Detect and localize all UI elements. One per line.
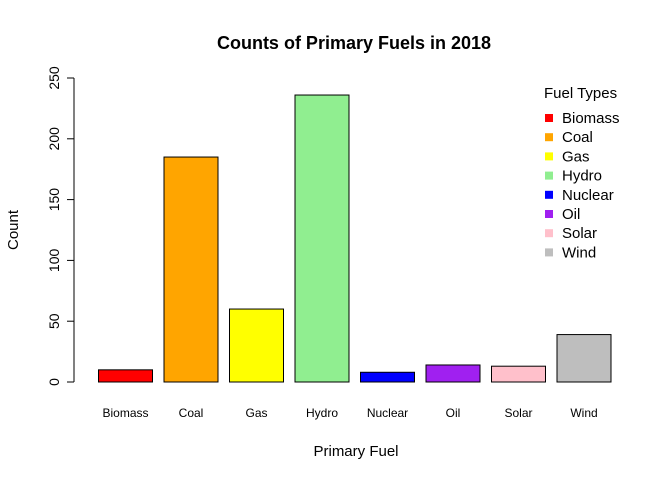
legend-swatch-nuclear <box>545 190 553 199</box>
bars <box>98 94 612 383</box>
legend-label: Wind <box>562 244 596 261</box>
x-tick-label: Hydro <box>306 406 338 420</box>
y-axis-label: Count <box>5 209 22 250</box>
bar-oil <box>425 364 481 383</box>
y-tick-label: 0 <box>46 378 62 386</box>
legend-swatch-wind <box>545 248 553 257</box>
bar-coal <box>163 156 219 383</box>
legend-label: Biomass <box>562 110 620 127</box>
legend-label: Coal <box>562 129 593 146</box>
x-tick-label: Oil <box>446 406 461 420</box>
y-tick-label: 200 <box>46 127 62 151</box>
y-axis: 0 50 100 150 200 250 <box>46 66 75 386</box>
legend: Fuel Types Biomass Coal Gas Hydro Nuclear Oil… <box>544 85 620 261</box>
bar-nuclear <box>360 371 415 383</box>
y-tick-label: 250 <box>46 66 62 90</box>
y-tick-label: 100 <box>46 249 62 273</box>
x-tick-label: Coal <box>179 406 204 420</box>
legend-swatch-biomass <box>545 114 553 122</box>
legend-label: Solar <box>562 225 597 242</box>
bar-biomass <box>98 369 153 383</box>
x-tick-labels: Biomass Coal Gas Hydro Nuclear Oil Solar Wind <box>102 406 597 420</box>
legend-label: Gas <box>562 148 590 165</box>
x-axis-label: Primary Fuel <box>313 443 398 460</box>
legend-swatch-hydro <box>545 171 553 180</box>
legend-label: Oil <box>562 206 580 223</box>
bar-wind <box>556 334 612 383</box>
bar-hydro <box>294 94 350 383</box>
bar-gas <box>229 308 284 383</box>
legend-swatch-oil <box>545 210 553 218</box>
x-tick-label: Nuclear <box>367 406 408 420</box>
legend-label: Nuclear <box>562 187 614 204</box>
legend-entries: Biomass Coal Gas Hydro Nuclear Oil Solar Wind <box>545 110 620 261</box>
legend-label: Hydro <box>562 168 602 185</box>
x-tick-label: Gas <box>245 406 267 420</box>
legend-swatch-gas <box>545 152 553 161</box>
x-tick-label: Solar <box>504 406 532 420</box>
legend-title: Fuel Types <box>544 85 617 102</box>
x-tick-label: Wind <box>570 406 597 420</box>
legend-swatch-solar <box>545 229 553 238</box>
chart-title: Counts of Primary Fuels in 2018 <box>217 33 491 53</box>
legend-swatch-coal <box>545 133 553 142</box>
y-tick-label: 50 <box>46 313 62 329</box>
y-tick-label: 150 <box>46 188 62 212</box>
bar-solar <box>491 365 546 383</box>
x-tick-label: Biomass <box>102 406 148 420</box>
